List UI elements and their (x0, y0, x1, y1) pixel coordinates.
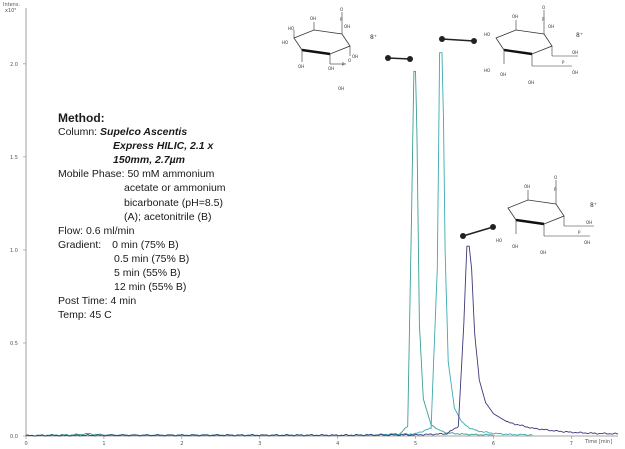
x-tick-label: 0 (25, 441, 28, 447)
svg-text:8⁺: 8⁺ (590, 202, 597, 209)
svg-text:OH: OH (344, 24, 350, 29)
axis-ticks: 0 1 2 3 4 5 6 7 0.0 0.5 1.0 1.5 2.0 (10, 62, 573, 447)
svg-text:P: P (562, 60, 565, 65)
svg-text:OH: OH (528, 80, 534, 85)
gradient-step-2: 0.5 min (75% B) (114, 252, 190, 265)
mobile-phase-row: Mobile Phase: 50 mM ammonium (58, 167, 258, 181)
svg-text:OH: OH (548, 24, 554, 29)
x-tick-label: 1 (102, 441, 105, 447)
x-tick-label: 3 (258, 441, 261, 447)
column-value-line-3: 150mm, 2.7µm (113, 154, 186, 167)
x-tick-label: 6 (492, 441, 495, 447)
svg-text:OH: OH (572, 50, 578, 55)
svg-text:OH: OH (540, 250, 546, 255)
svg-text:OH: OH (500, 72, 506, 77)
x-tick-label: 7 (570, 441, 573, 447)
svg-text:HO: HO (484, 32, 490, 37)
svg-text:HO: HO (496, 238, 502, 243)
mobile-phase-line-2: acetate or ammonium (124, 182, 226, 195)
svg-text:OH: OH (572, 70, 578, 75)
structure-2-image: HO OH O P OH HO OH OH P OH OH 8⁺ (484, 5, 583, 85)
gradient-step-3: 5 min (55% B) (114, 267, 181, 280)
structure-1-image: HO HO OH O P OH OH OH P O OH OH 8⁺ (282, 7, 377, 91)
y-axis-title-line-2: x10⁵ (5, 8, 16, 14)
svg-text:OH: OH (512, 14, 518, 19)
flow-row: Flow: 0.6 ml/min (58, 224, 135, 237)
temp-row: Temp: 45 C (58, 309, 112, 322)
svg-text:O: O (348, 58, 351, 63)
svg-text:HO: HO (288, 26, 294, 31)
svg-text:OH: OH (338, 86, 344, 91)
x-axis-title: Time [min] (584, 439, 612, 445)
svg-text:O: O (554, 175, 557, 180)
peak-marker-1 (385, 55, 413, 62)
x-tick-label: 5 (414, 441, 417, 447)
svg-text:P: P (542, 17, 545, 22)
x-tick-label: 4 (336, 441, 339, 447)
svg-text:HO: HO (484, 68, 490, 73)
svg-text:P: P (340, 17, 343, 22)
gradient-label: Gradient: (58, 238, 102, 251)
series-group (25, 52, 619, 437)
y-axis-title-line-1: Intens. (3, 2, 20, 8)
post-time-row: Post Time: 4 min (58, 295, 137, 308)
mobile-phase-line-3: bicarbonate (pH=8.5) (124, 196, 223, 209)
svg-text:P: P (342, 62, 345, 67)
structure-3-image: OH O P HO OH OH P OH OH 8⁺ (496, 175, 597, 255)
column-value-line-1: Supelco Ascentis (100, 126, 188, 139)
svg-text:OH: OH (298, 64, 304, 69)
method-header: Method: (58, 111, 105, 125)
svg-text:OH: OH (310, 16, 316, 21)
svg-text:OH: OH (584, 240, 590, 245)
gradient-step-4: 12 min (55% B) (114, 281, 187, 294)
svg-text:P: P (578, 230, 581, 235)
column-value-line-2: Express HILIC, 2.1 x (113, 140, 214, 153)
column-label: Column: (58, 126, 98, 139)
series-3-line (25, 245, 619, 437)
svg-text:8⁺: 8⁺ (370, 34, 377, 41)
svg-text:OH: OH (328, 66, 334, 71)
column-row: Column: Supelco Ascentis (58, 125, 258, 139)
mobile-phase-line-4: (A); acetonitrile (B) (124, 210, 212, 223)
gradient-row: Gradient: 0 min (75% B) (58, 238, 258, 252)
svg-text:O: O (340, 7, 343, 12)
y-tick-label: 0.5 (10, 341, 18, 347)
mobile-phase-label: Mobile Phase: (58, 168, 125, 181)
svg-text:OH: OH (524, 184, 530, 189)
y-tick-label: 1.0 (10, 248, 18, 254)
svg-text:P: P (554, 187, 557, 192)
svg-text:OH: OH (512, 244, 518, 249)
svg-text:O: O (542, 5, 545, 10)
x-tick-label: 2 (180, 441, 183, 447)
svg-text:OH: OH (352, 54, 358, 59)
svg-text:OH: OH (586, 220, 592, 225)
peak-marker-2 (439, 36, 477, 44)
mobile-phase-line-1: 50 mM ammonium (127, 168, 215, 181)
y-tick-label: 0.0 (10, 434, 18, 440)
method-panel: Method: Column: Supelco Ascentis Express… (58, 111, 258, 322)
svg-text:HO: HO (282, 40, 288, 45)
gradient-step-1: 0 min (75% B) (112, 238, 179, 251)
y-tick-label: 1.5 (10, 155, 18, 161)
y-tick-label: 2.0 (10, 62, 18, 68)
svg-text:8⁺: 8⁺ (576, 32, 583, 39)
peak-marker-3 (460, 224, 496, 239)
